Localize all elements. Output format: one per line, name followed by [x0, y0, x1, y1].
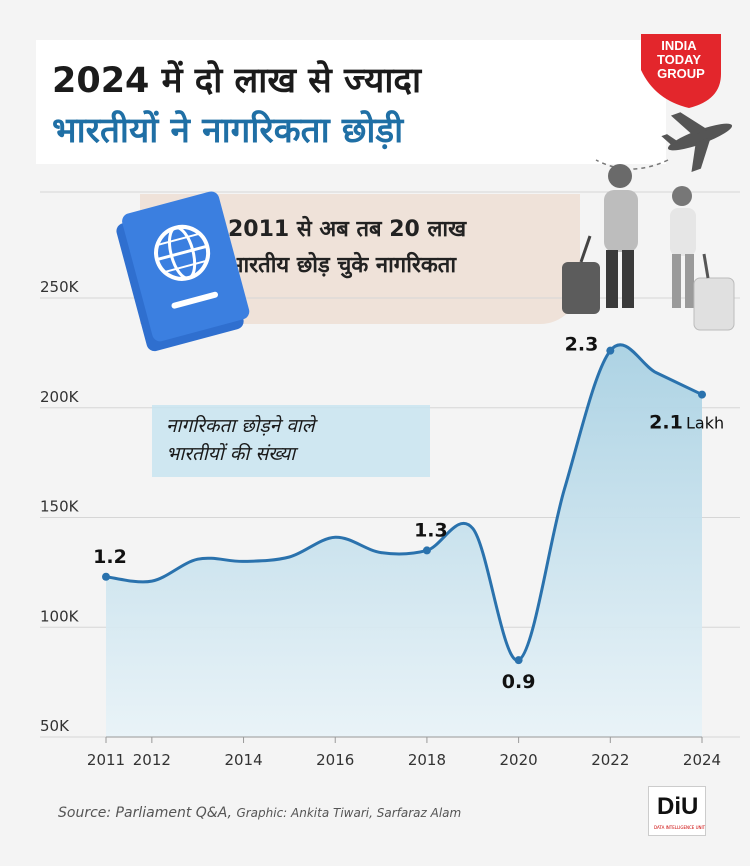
title-box: [36, 40, 666, 164]
x-tick-label-1: 2012: [133, 751, 171, 769]
series-label-box: [152, 405, 430, 477]
callout-text: 2011 से अब तब 20 लाख भारतीय छोड़ चुके ना…: [228, 212, 466, 284]
x-tick-label-4: 2018: [408, 751, 446, 769]
data-label-2011: 1.2: [93, 546, 127, 568]
data-point-2020: [514, 656, 523, 665]
x-tick-label-2: 2014: [224, 751, 262, 769]
series-label-line-1: नागरिकता छोड़ने वाले: [166, 415, 315, 437]
title-line-1: 2024 में दो लाख से ज्यादा: [52, 61, 422, 101]
diu-logo-text: DiU: [657, 793, 699, 820]
y-tick-label-1: 100K: [40, 607, 80, 625]
data-label-2024: 2.1: [649, 412, 683, 434]
y-tick-label-0: 50K: [40, 717, 70, 735]
logo-line-1: INDIA: [661, 38, 697, 53]
x-axis-labels: 2011 2012 2014 2016 2018 2020 2022 2024: [87, 736, 721, 769]
source-note: Source: Parliament Q&A, Graphic: Ankita …: [58, 805, 461, 821]
x-tick-label-5: 2020: [500, 751, 538, 769]
logo-line-2: TODAY: [657, 52, 701, 67]
series-label: नागरिकता छोड़ने वाले भारतीयों की संख्या: [166, 412, 315, 468]
diu-logo: DiU DATA INTELLIGENCE UNIT: [648, 786, 706, 836]
passport-icon: [116, 191, 250, 352]
graphic-credit: Graphic: Ankita Tiwari, Sarfaraz Alam: [236, 806, 462, 820]
y-axis-labels: 50K 100K 150K 200K 250K: [40, 278, 80, 735]
annotations: 1.2 1.3 0.9 2.3 2.1 Lakh: [93, 334, 724, 693]
y-tick-label-2: 150K: [40, 498, 80, 516]
x-tick-label-3: 2016: [316, 751, 354, 769]
x-tick-label-7: 2024: [683, 751, 721, 769]
diu-logo-subtext: DATA INTELLIGENCE UNIT: [654, 825, 706, 830]
logo-line-3: GROUP: [657, 66, 705, 81]
travelers-illustration: [562, 164, 735, 331]
airplane-trail: [595, 159, 669, 170]
title-line-2: भारतीयों ने नागरिकता छोड़ी: [52, 111, 404, 151]
data-label-2020: 0.9: [502, 671, 536, 693]
callout-line-1: 2011 से अब तब 20 लाख: [228, 217, 467, 242]
callout-line-2: भारतीय छोड़ चुके नागरिकता: [228, 253, 457, 278]
series-line: [105, 343, 703, 662]
data-points: [102, 346, 706, 665]
india-today-logo: INDIA TODAY GROUP: [637, 30, 725, 110]
data-point-2018: [422, 546, 431, 555]
y-tick-label-4: 250K: [40, 278, 80, 296]
data-label-2018: 1.3: [414, 519, 448, 541]
source-text: Source: Parliament Q&A,: [58, 805, 232, 821]
airplane-icon: [661, 112, 733, 173]
data-point-2022: [606, 346, 615, 355]
data-label-2022: 2.3: [565, 334, 599, 356]
data-label-unit-2024: Lakh: [686, 414, 724, 433]
logo-shape: [641, 34, 721, 108]
x-tick-label-6: 2022: [591, 751, 629, 769]
series-label-line-2: भारतीयों की संख्या: [166, 443, 296, 465]
y-tick-label-3: 200K: [40, 388, 80, 406]
area-fill: [106, 344, 702, 737]
data-point-2011: [102, 572, 110, 581]
x-tick-label-0: 2011: [87, 751, 125, 769]
data-point-2024: [698, 390, 706, 399]
